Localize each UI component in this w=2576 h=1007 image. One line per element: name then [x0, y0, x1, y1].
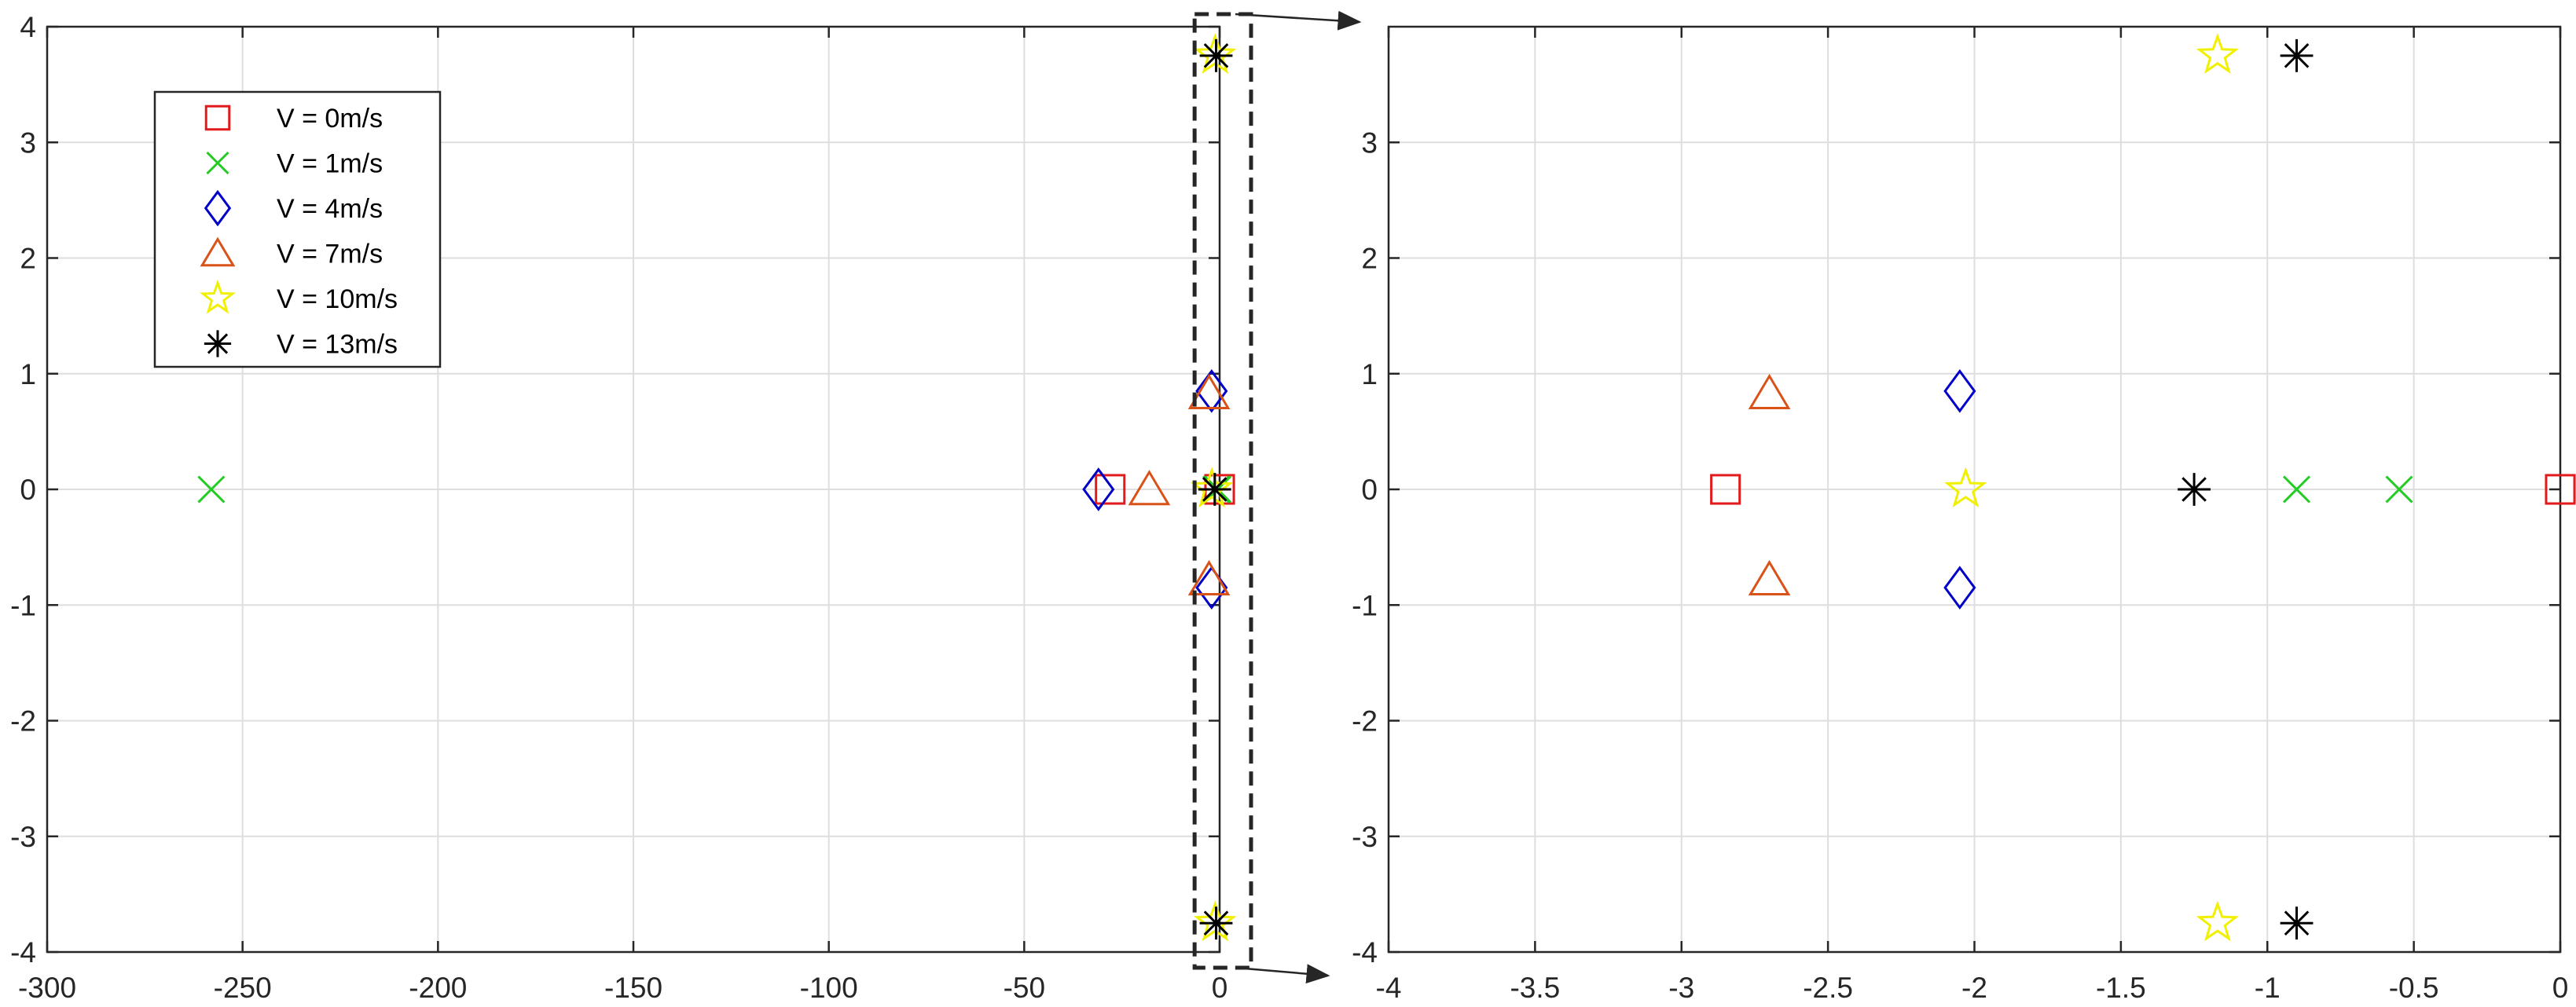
data-point-diamond — [1943, 566, 1976, 610]
x-tick-label: -2 — [1961, 972, 1987, 1004]
x-tick-label: -250 — [214, 972, 272, 1004]
data-point-triangle — [1187, 373, 1231, 409]
y-tick-label: -3 — [10, 821, 36, 853]
data-point-diamond — [1195, 369, 1228, 413]
x-tick-label: -3 — [1668, 972, 1694, 1004]
data-point-asterisk — [2178, 473, 2211, 506]
y-tick-label: 2 — [1361, 243, 1378, 275]
data-point-square — [2545, 474, 2576, 505]
zoom-arrow-bottom — [1235, 964, 1330, 984]
x-tick-label: -1.5 — [2096, 972, 2146, 1004]
right-axes: -4 -3.5 -3 -2.5 -2 -1.5 -1 -0.5 0 -4 -3 -2 -1 0 1 2 3 — [1352, 25, 2576, 1004]
y-tick-label: -2 — [10, 705, 36, 738]
x-tick-label: -0.5 — [2389, 972, 2439, 1004]
legend: V = 0m/s V = 1m/s V = 4m/s V = 7m/s V = 10m/… — [153, 90, 442, 368]
data-point-square — [1710, 474, 1741, 505]
data-point-star — [1944, 467, 1987, 508]
legend-label: V = 10m/s — [277, 284, 398, 314]
data-point-diamond — [1082, 467, 1115, 511]
legend-marker-diamond — [204, 189, 232, 227]
x-tick-label: -300 — [18, 972, 76, 1004]
data-point-triangle — [1748, 373, 1791, 409]
y-tick-label: 3 — [1361, 126, 1378, 159]
data-point-asterisk — [1199, 38, 1233, 72]
data-point-x — [2282, 475, 2311, 504]
data-point-triangle — [1748, 559, 1791, 596]
data-point-x — [2385, 475, 2413, 504]
x-tick-label: -2.5 — [1803, 972, 1853, 1004]
data-point-triangle — [1128, 470, 1171, 506]
left-axes: -300 -250 -200 -150 -100 -50 0 -4 -3 -2 -1 0 1 2 3 4 — [10, 11, 1237, 1004]
data-point-star — [2196, 33, 2240, 74]
data-point-asterisk — [2280, 38, 2314, 72]
y-tick-label: -1 — [1352, 589, 1378, 621]
y-tick-label: -4 — [10, 936, 36, 969]
data-point-asterisk — [1198, 473, 1231, 506]
x-tick-label: 0 — [2552, 972, 2569, 1004]
data-point-square — [1095, 474, 1126, 505]
legend-marker-star — [199, 279, 237, 314]
y-tick-label: 1 — [20, 358, 36, 390]
data-point-star — [1190, 467, 1234, 508]
zoom-annotation — [1192, 10, 1362, 984]
x-tick-label: -3.5 — [1510, 972, 1560, 1004]
y-tick-label: 4 — [20, 11, 36, 43]
legend-marker-square — [204, 104, 231, 131]
data-point-asterisk — [2280, 906, 2314, 940]
zoom-box — [1192, 12, 1253, 970]
data-point-diamond — [1943, 369, 1976, 413]
x-tick-label: -100 — [800, 972, 858, 1004]
grid — [46, 26, 1220, 953]
legend-label: V = 7m/s — [277, 240, 383, 269]
y-tick-label: -2 — [1352, 705, 1378, 738]
legend-label: V = 13m/s — [277, 330, 398, 360]
y-tick-label: 0 — [20, 474, 36, 506]
y-tick-label: -4 — [1352, 936, 1378, 969]
x-tick-label: -200 — [409, 972, 467, 1004]
data-point-star — [2196, 900, 2240, 942]
zoom-arrow-top — [1235, 10, 1362, 31]
x-tick-label: -150 — [604, 972, 662, 1004]
y-tick-label: 3 — [20, 126, 36, 159]
x-tick-label: -4 — [1376, 972, 1402, 1004]
y-tick-label: -3 — [1352, 821, 1378, 853]
legend-marker-triangle — [200, 236, 236, 267]
legend-label: V = 4m/s — [277, 194, 383, 224]
legend-marker-asterisk — [204, 330, 232, 357]
x-tick-label: -50 — [1004, 972, 1045, 1004]
data-point-x — [197, 475, 226, 504]
data-point-triangle — [1187, 559, 1231, 596]
x-tick-label: 0 — [1212, 972, 1228, 1004]
data-point-asterisk — [1199, 906, 1233, 940]
y-tick-label: 2 — [20, 243, 36, 275]
legend-box — [153, 90, 442, 368]
y-tick-label: -1 — [10, 589, 36, 621]
y-tick-label: 0 — [1361, 474, 1378, 506]
legend-label: V = 0m/s — [277, 104, 383, 134]
y-tick-label: 1 — [1361, 358, 1378, 390]
legend-marker-x — [206, 151, 229, 175]
legend-label: V = 1m/s — [277, 149, 383, 179]
x-tick-label: -1 — [2255, 972, 2281, 1004]
